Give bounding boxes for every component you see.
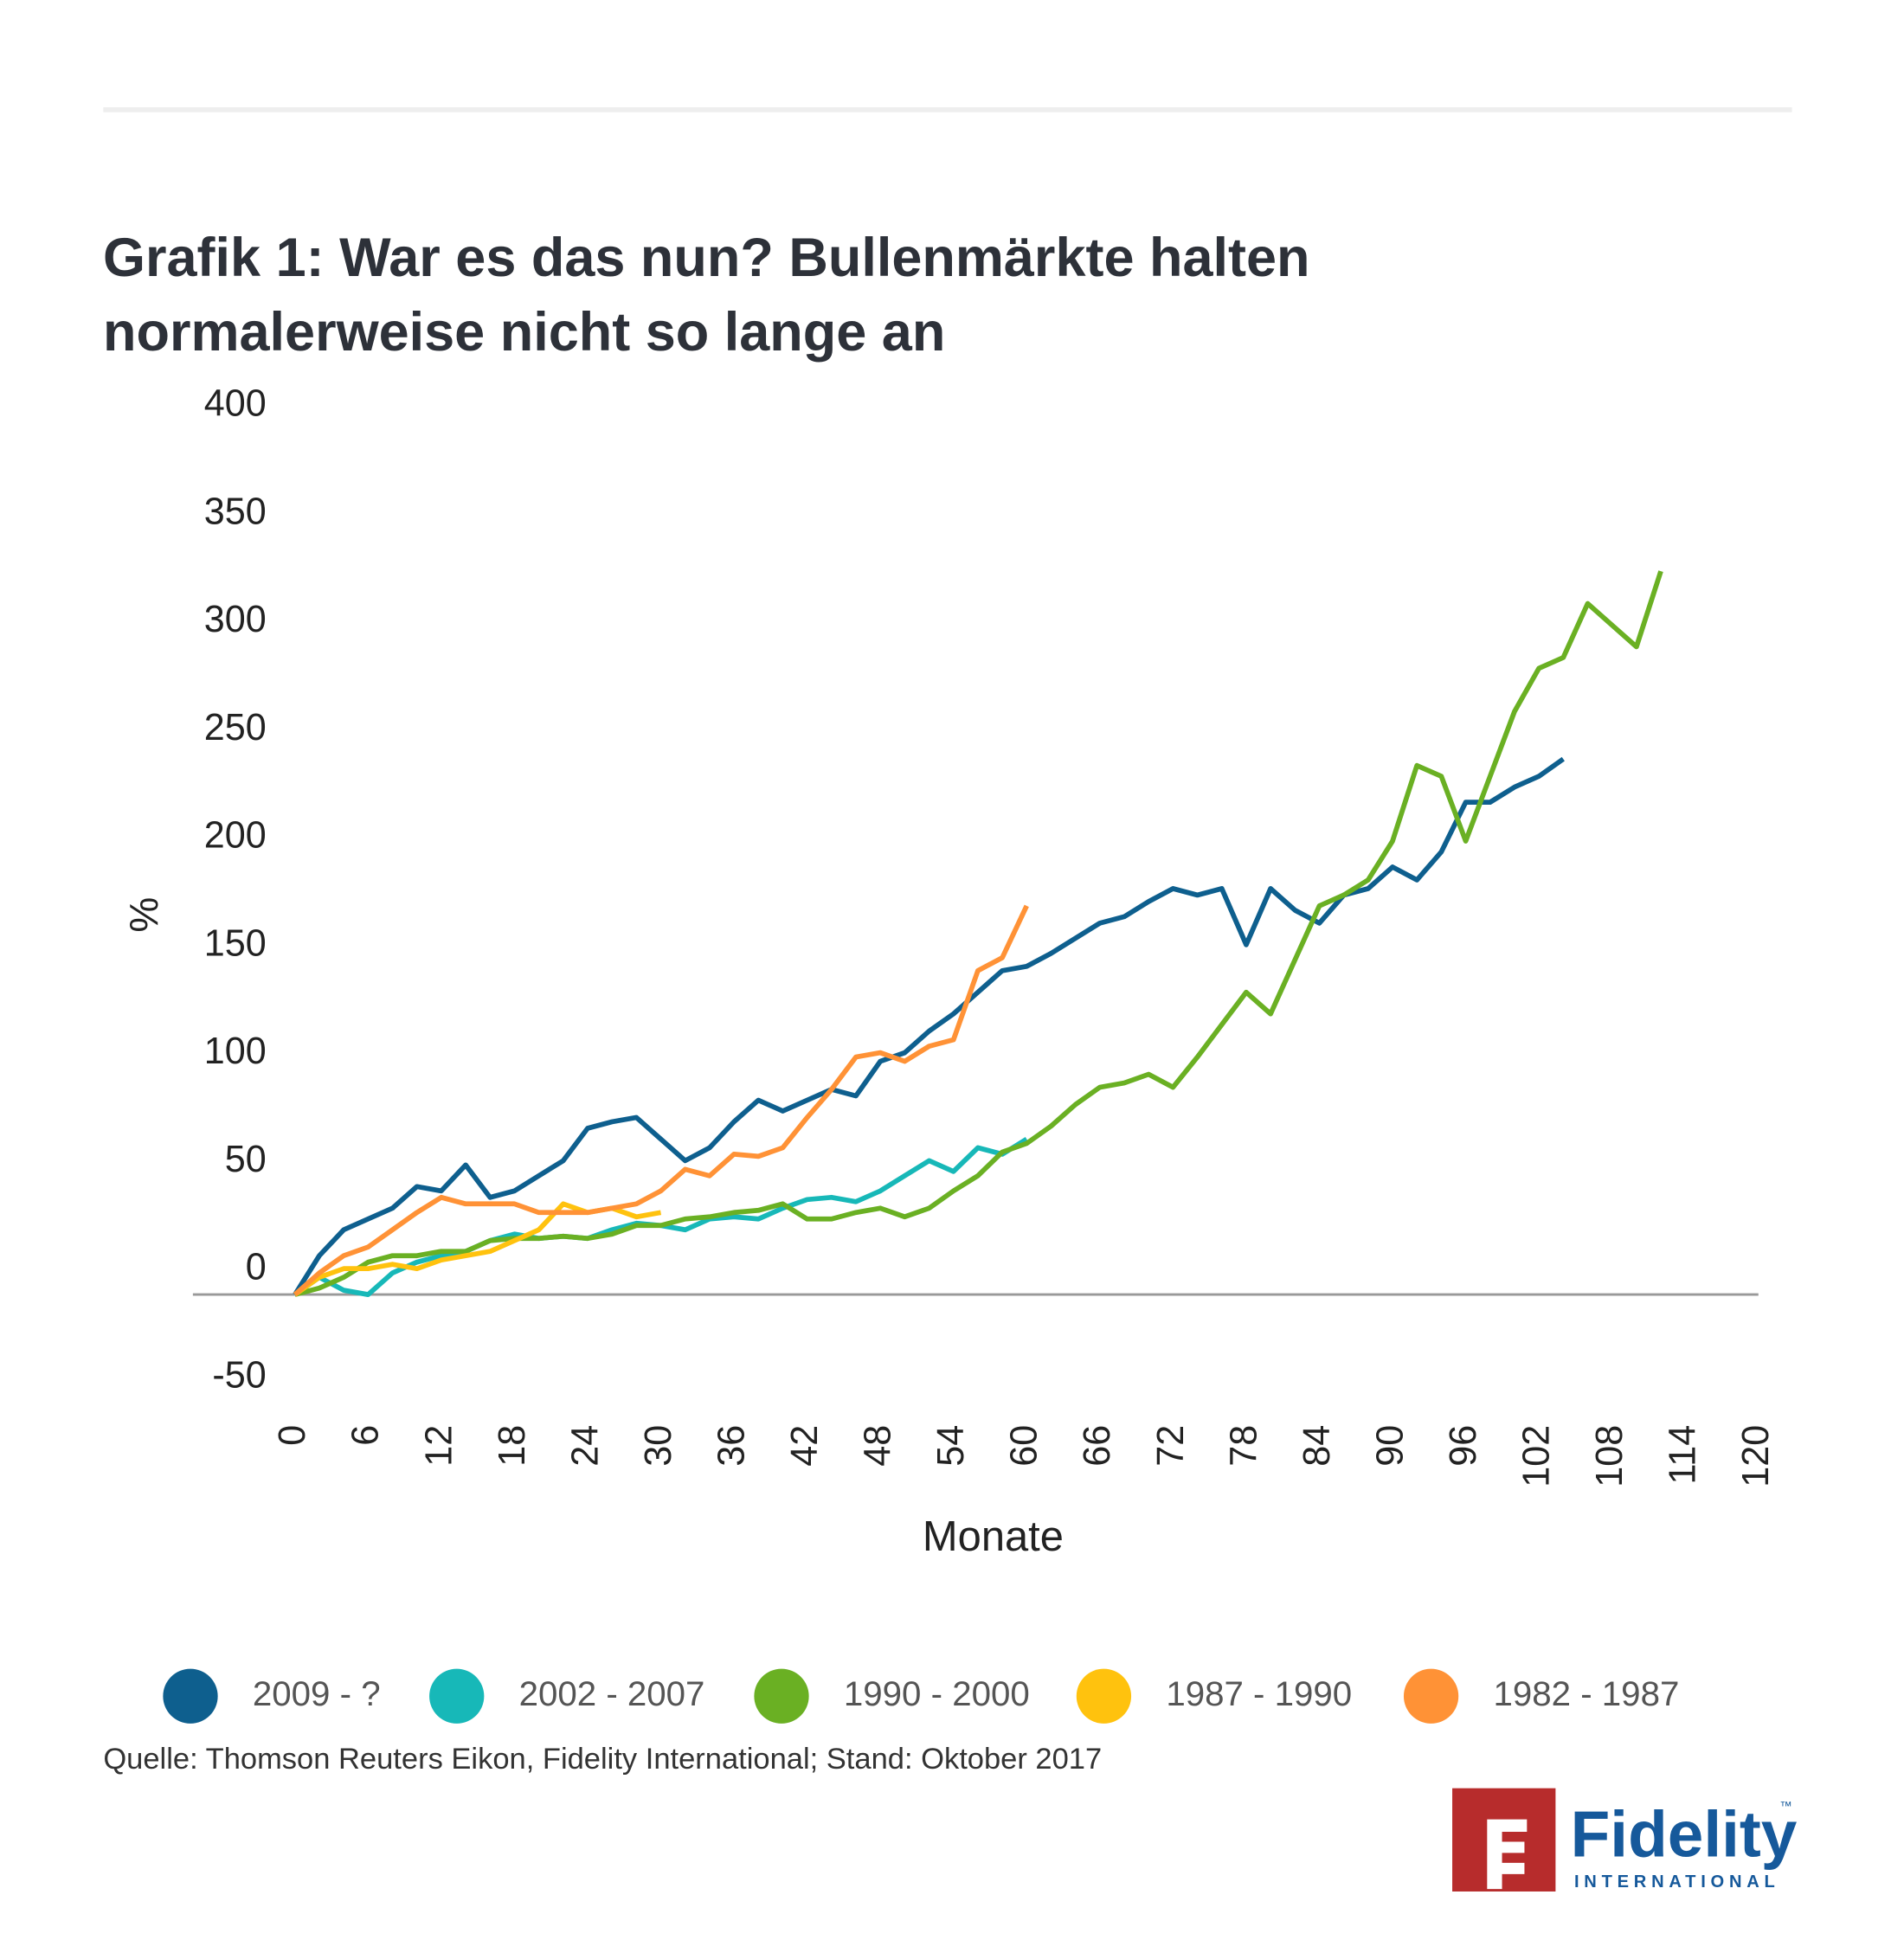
x-tick-label: 12 [418,1425,460,1467]
x-tick-label: 24 [564,1425,606,1467]
x-tick-label: 78 [1223,1425,1264,1467]
x-tick-label: 60 [1004,1425,1045,1467]
x-tick-label: 84 [1296,1425,1338,1467]
x-tick-label: 54 [930,1425,972,1467]
y-tick-label: 200 [204,815,267,857]
series-line [294,570,1663,1297]
x-tick-label: 18 [492,1425,533,1467]
logo-glyph [1487,1819,1528,1890]
series-line [293,904,1029,1297]
series-line [293,1201,662,1297]
x-tick-label: 6 [345,1425,387,1446]
y-tick-label: 350 [204,491,267,532]
source: Quelle: Thomson Reuters Eikon, Fidelity … [103,1743,1102,1776]
logo-box [1452,1788,1556,1892]
chart-title: Grafik 1: War es das nun? Bullenmärkte h… [103,228,1310,363]
x-tick-label: 0 [272,1425,313,1446]
x-tick-label: 96 [1443,1425,1484,1467]
x-tick-label: 72 [1150,1425,1192,1467]
x-tick-label: 42 [784,1425,826,1467]
legend-label: 1982 - 1987 [1493,1674,1679,1713]
y-tick-label: 0 [246,1247,267,1288]
y-tick-label: 400 [204,383,267,425]
y-tick-label: 50 [225,1139,267,1180]
legend-label: 2009 - ? [253,1674,381,1713]
logo-tm: ™ [1779,1800,1791,1814]
y-tick-label: 150 [204,922,267,964]
legend-marker [754,1668,809,1724]
y-axis-label: % [121,897,166,933]
x-tick-label: 114 [1663,1425,1704,1485]
x-tick-label: 66 [1077,1425,1118,1467]
x-tick-label: 108 [1589,1425,1631,1487]
y-tick-label: 250 [204,707,267,748]
x-tick-label: 90 [1369,1425,1411,1467]
legend-marker [163,1668,218,1724]
x-axis-label: Monate [923,1513,1064,1560]
series-line [293,756,1565,1296]
legend-label: 1990 - 2000 [844,1674,1030,1713]
legend-label: 2002 - 2007 [519,1674,705,1713]
y-tick-label: 300 [204,599,267,640]
x-tick-label: 48 [858,1425,899,1467]
x-tick-label: 30 [638,1425,679,1467]
x-tick-label: 102 [1516,1425,1558,1487]
y-tick-label: 100 [204,1031,267,1072]
y-tick-label: -50 [212,1355,266,1397]
legend-marker [1076,1668,1132,1724]
legend-marker [429,1668,485,1724]
legend-label: 1987 - 1990 [1166,1674,1352,1713]
series-line [293,1136,1028,1297]
logo-name: Fidelity [1571,1797,1798,1870]
x-tick-label: 120 [1735,1425,1777,1487]
logo-sub: INTERNATIONAL [1574,1872,1780,1892]
legend-marker [1403,1668,1459,1724]
x-tick-label: 36 [711,1425,752,1467]
